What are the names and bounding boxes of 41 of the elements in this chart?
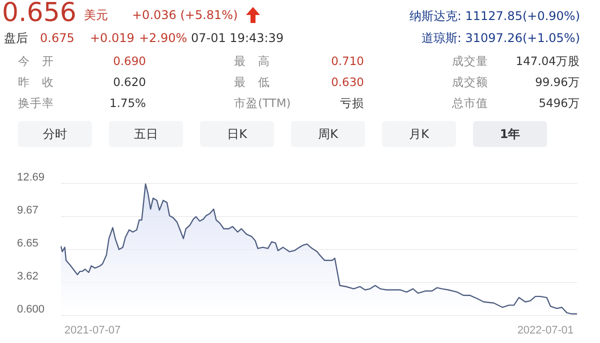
- text: +2.90%: [139, 31, 188, 45]
- text: 月K: [382, 121, 456, 147]
- text: 总市值: [452, 96, 488, 110]
- text: 成交量: [452, 54, 488, 68]
- text: 0.710: [331, 54, 364, 68]
- text: 0.656: [2, 0, 76, 28]
- text: 147.04万股: [516, 54, 580, 68]
- text: 五日: [109, 121, 183, 147]
- text: 纳斯达克: 11127.85(+0.90%): [409, 9, 580, 23]
- y-tick-label: 6.65: [17, 237, 38, 250]
- text: 最 高: [234, 54, 270, 68]
- text: 市盈(TTM): [234, 96, 291, 110]
- text: 周K: [291, 121, 365, 147]
- text: 99.96万: [535, 75, 580, 89]
- text: 0.690: [113, 54, 146, 68]
- text: 成交额: [452, 75, 488, 89]
- text: 日K: [200, 121, 274, 147]
- text: 07-01 19:43:39: [191, 31, 284, 45]
- text: 0.630: [331, 75, 364, 89]
- y-tick-label: 9.67: [17, 204, 38, 216]
- text: 1.75%: [109, 96, 146, 110]
- text: 换手率: [18, 96, 54, 110]
- text: 1年: [473, 121, 547, 147]
- y-tick-label: 0.600: [17, 304, 45, 316]
- text: 盘后: [4, 31, 28, 45]
- text: 5496万: [538, 96, 580, 110]
- text: 美元: [84, 8, 108, 22]
- y-tick-label: 12.69: [17, 172, 45, 184]
- text: 0.620: [113, 75, 146, 89]
- text: 亏损: [340, 96, 364, 110]
- text: +0.036 (+5.81%): [132, 8, 238, 22]
- x-tick-label: 2021-07-07: [64, 324, 121, 336]
- text: 分时: [18, 121, 92, 147]
- y-tick-label: 3.62: [17, 270, 38, 283]
- text: 昨 收: [18, 75, 54, 89]
- x-tick-label: 2022-07-01: [517, 324, 574, 336]
- text: 今 开: [18, 54, 54, 68]
- text: 最 低: [234, 75, 270, 89]
- text: +0.019: [90, 31, 134, 45]
- text: 0.675: [40, 31, 74, 45]
- text: 道琼斯: 31097.26(+1.05%): [421, 31, 580, 45]
